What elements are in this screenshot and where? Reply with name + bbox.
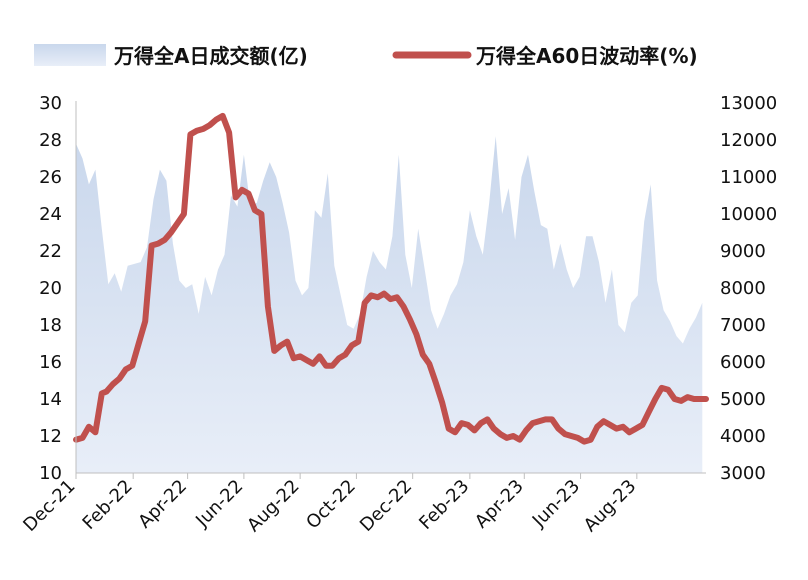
- x-tick-label: Dec-22: [356, 476, 416, 536]
- y-left-tick-label: 14: [39, 389, 62, 410]
- x-tick-label: Aug-23: [580, 476, 640, 536]
- y-left-tick-label: 16: [39, 352, 62, 373]
- x-tick-label: Jun-23: [528, 476, 584, 532]
- y-left-tick-label: 20: [39, 278, 62, 299]
- x-tick-label: Apr-23: [471, 476, 528, 533]
- legend: 万得全A日成交额(亿) 万得全A60日波动率(%): [34, 44, 698, 68]
- y-right-tick-label: 10000: [720, 204, 777, 225]
- y-left-tick-label: 12: [39, 426, 62, 447]
- y-right-tick-label: 4000: [720, 426, 766, 447]
- legend-label-area: 万得全A日成交额(亿): [113, 44, 308, 68]
- x-tick-label: Jun-22: [191, 476, 247, 532]
- y-right-tick-label: 9000: [720, 241, 766, 262]
- y-left-tick-label: 18: [39, 315, 62, 336]
- y-right-tick-label: 12000: [720, 130, 777, 151]
- y-left-tick-label: 22: [39, 241, 62, 262]
- x-tick-label: Oct-22: [302, 476, 360, 534]
- x-tick-label: Feb-22: [79, 476, 137, 534]
- y-right-tick-label: 11000: [720, 167, 777, 188]
- y-left-tick-label: 28: [39, 130, 62, 151]
- y-left-tick-label: 24: [39, 204, 62, 225]
- x-tick-label: Feb-23: [415, 476, 473, 534]
- y-left-tick-label: 26: [39, 167, 62, 188]
- series-line-volatility: [73, 112, 709, 445]
- y-right-tick-label: 13000: [720, 93, 777, 114]
- series-area-turnover: [76, 136, 703, 474]
- x-tick-label: Apr-22: [134, 476, 191, 533]
- y-right-tick-label: 7000: [720, 315, 766, 336]
- y-right-tick-label: 5000: [720, 389, 766, 410]
- x-tick-label: Aug-22: [243, 476, 303, 536]
- plot-area: [73, 112, 709, 474]
- x-tick-label: Dec-21: [19, 476, 79, 536]
- y-right-tick-label: 8000: [720, 278, 766, 299]
- y-right-tick-label: 3000: [720, 463, 766, 484]
- y-left-tick-label: 10: [39, 463, 62, 484]
- legend-label-line: 万得全A60日波动率(%): [475, 44, 698, 68]
- y-left-tick-label: 30: [39, 93, 62, 114]
- y-right-tick-label: 6000: [720, 352, 766, 373]
- legend-swatch-area: [34, 44, 106, 66]
